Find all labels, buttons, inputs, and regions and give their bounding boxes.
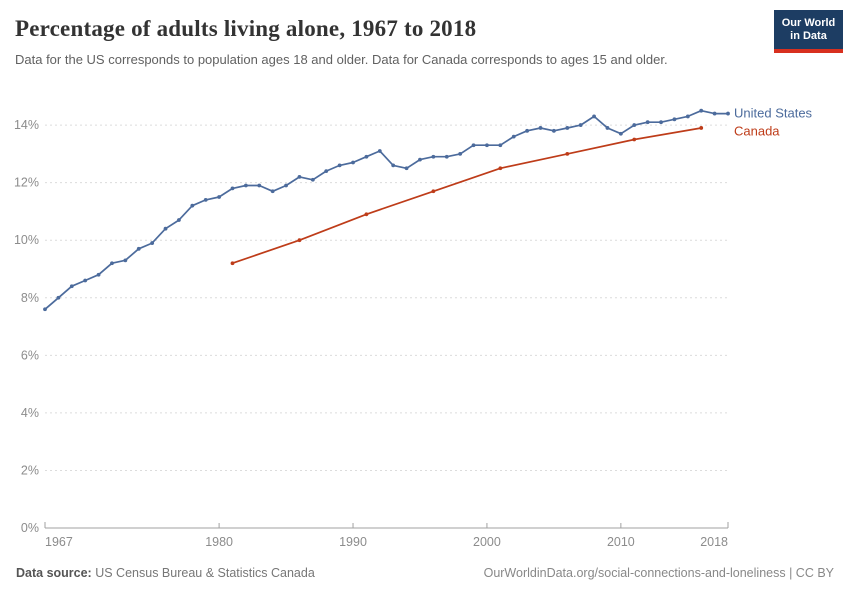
data-point-united-states (163, 226, 168, 231)
legend-label-canada: Canada (734, 124, 780, 139)
data-point-united-states (618, 131, 623, 136)
data-point-canada (565, 151, 570, 156)
x-tick-label: 2018 (700, 535, 728, 549)
data-point-united-states (699, 108, 704, 113)
data-point-united-states (726, 111, 730, 116)
data-point-united-states (565, 126, 570, 130)
y-tick-label: 2% (21, 463, 39, 477)
y-tick-label: 0% (21, 521, 39, 535)
data-point-united-states (418, 157, 422, 162)
series-line-united-states (44, 109, 729, 311)
data-point-united-states (364, 154, 369, 159)
legend-label-united-states: United States (734, 106, 813, 121)
data-point-united-states (377, 149, 382, 153)
data-point-united-states (230, 186, 235, 191)
data-point-united-states (605, 126, 610, 130)
data-point-united-states (110, 261, 114, 266)
data-point-united-states (431, 154, 436, 159)
data-point-united-states (69, 284, 74, 289)
data-point-united-states (83, 278, 88, 283)
data-point-united-states (337, 163, 342, 168)
y-tick-label: 14% (14, 118, 39, 132)
data-point-canada (632, 137, 637, 142)
x-tick-label: 1967 (45, 535, 73, 549)
data-point-united-states (56, 295, 61, 300)
data-point-canada (297, 238, 302, 243)
data-point-united-states (177, 218, 181, 222)
x-tick-label: 2000 (473, 535, 501, 549)
data-point-united-states (525, 128, 530, 133)
line-chart: 0% 2% 4% 6% 8% 10% 12% 14% 1967 1980 1990 2000 2010 2… (14, 106, 813, 549)
data-point-canada (699, 126, 704, 130)
data-point-united-states (243, 183, 248, 188)
owid-logo: Our World in Data (774, 10, 843, 53)
data-point-united-states (444, 154, 449, 159)
data-point-united-states (136, 246, 141, 251)
credit-line: OurWorldinData.org/social-connections-an… (483, 566, 834, 580)
data-point-united-states (511, 134, 516, 139)
data-point-united-states (217, 195, 221, 199)
owid-logo-line1: Our World (781, 16, 836, 29)
y-tick-label: 10% (14, 233, 39, 247)
chart-footer: Data source: US Census Bureau & Statisti… (16, 566, 834, 580)
y-tick-label: 6% (21, 348, 39, 362)
series-line-canada (231, 127, 703, 265)
y-tick-label: 8% (21, 291, 39, 305)
data-point-united-states (123, 258, 128, 263)
data-point-united-states (645, 120, 650, 125)
y-tick-label: 4% (21, 406, 39, 420)
data-source-label: Data source: (16, 566, 92, 580)
data-point-united-states (96, 272, 101, 277)
data-point-united-states (485, 143, 489, 148)
data-point-united-states (150, 241, 155, 245)
data-point-united-states (284, 183, 288, 188)
x-tick-label: 1990 (339, 535, 367, 549)
data-point-united-states (324, 169, 329, 174)
data-point-united-states (404, 166, 409, 171)
data-point-united-states (498, 143, 503, 148)
data-point-united-states (270, 189, 275, 194)
data-point-united-states (592, 114, 596, 119)
data-point-united-states (190, 203, 195, 208)
data-point-united-states (685, 114, 690, 119)
data-point-united-states (552, 128, 556, 133)
data-source-value: US Census Bureau & Statistics Canada (95, 566, 315, 580)
chart-title: Percentage of adults living alone, 1967 … (15, 16, 477, 41)
data-point-canada (230, 261, 235, 266)
data-point-united-states (659, 120, 663, 125)
chart-subtitle: Data for the US corresponds to populatio… (15, 52, 668, 67)
data-point-united-states (672, 117, 677, 122)
data-point-united-states (391, 163, 396, 168)
data-point-united-states (458, 151, 463, 156)
owid-logo-line2: in Data (790, 29, 827, 42)
data-point-united-states (471, 143, 476, 148)
data-point-canada (498, 166, 503, 171)
data-point-united-states (538, 126, 543, 130)
data-source: Data source: US Census Bureau & Statisti… (16, 566, 315, 580)
data-point-canada (364, 212, 369, 217)
data-point-united-states (257, 183, 262, 188)
data-point-united-states (712, 111, 717, 116)
data-point-united-states (297, 174, 302, 179)
data-point-united-states (203, 198, 208, 202)
data-point-united-states (310, 177, 315, 182)
data-point-united-states (43, 307, 47, 312)
x-tick-label: 1980 (205, 535, 233, 549)
data-point-united-states (578, 123, 583, 127)
data-point-united-states (351, 160, 355, 165)
y-tick-label: 12% (14, 176, 39, 190)
data-point-united-states (632, 123, 637, 127)
x-tick-label: 2010 (607, 535, 635, 549)
data-point-canada (431, 189, 436, 194)
